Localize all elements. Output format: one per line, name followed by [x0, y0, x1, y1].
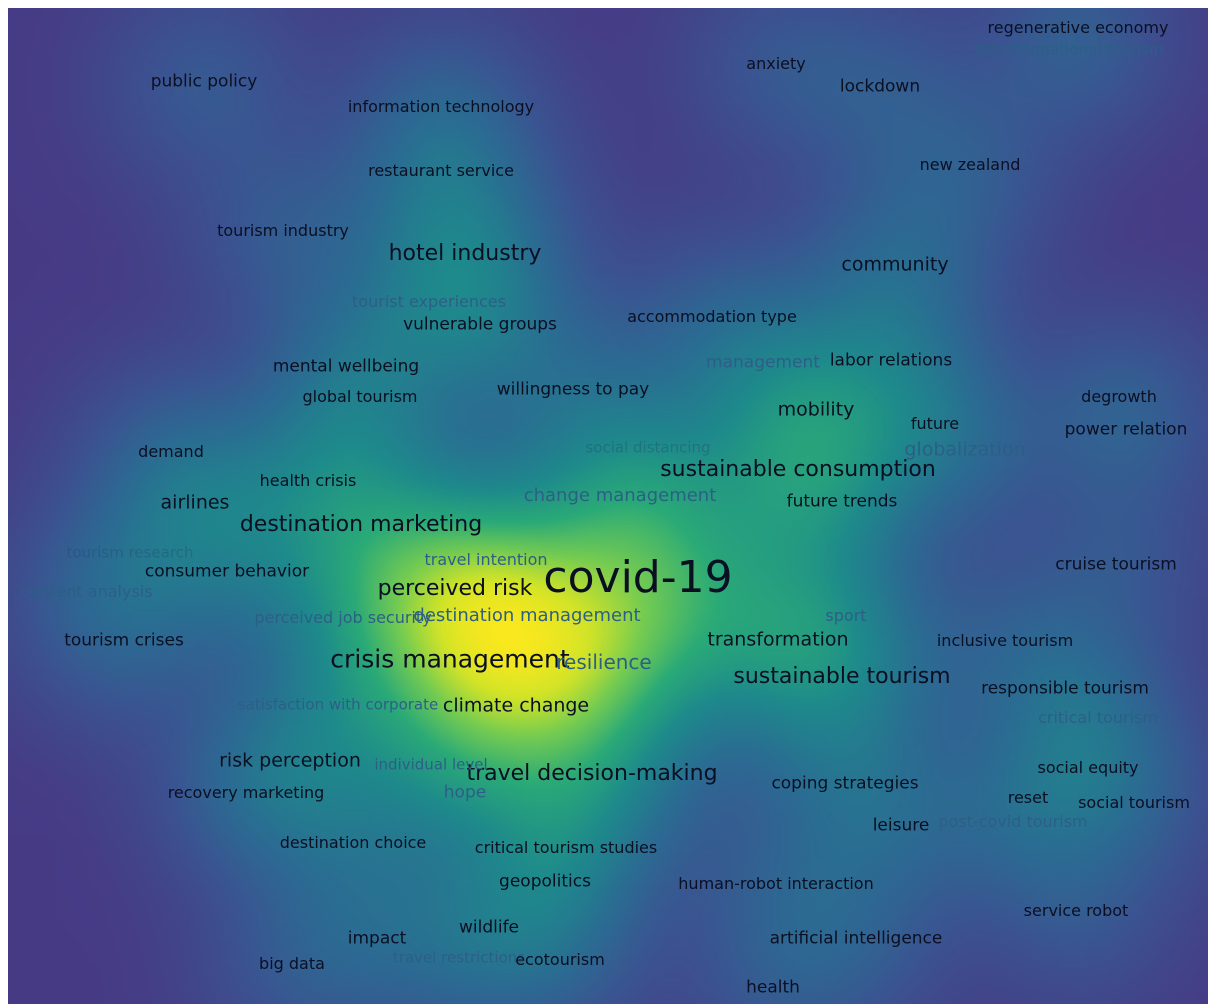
keyword-content-analysis[interactable]: content analysis: [21, 582, 153, 601]
keyword-artificial-intelligence[interactable]: artificial intelligence: [769, 928, 943, 949]
keyword-mental-wellbeing[interactable]: mental wellbeing: [272, 356, 420, 377]
keyword-sustainable-tourism[interactable]: sustainable tourism: [733, 664, 951, 689]
keyword-destination-choice[interactable]: destination choice: [279, 833, 427, 852]
keyword-mobility[interactable]: mobility: [777, 398, 855, 421]
keyword-management[interactable]: management: [706, 352, 820, 373]
keyword-degrowth[interactable]: degrowth: [1081, 387, 1157, 406]
keyword-hope[interactable]: hope: [443, 782, 487, 803]
keyword-covid-19[interactable]: covid-19: [543, 552, 733, 603]
keyword-resilience[interactable]: resilience: [556, 650, 652, 674]
keyword-willingness-to-pay[interactable]: willingness to pay: [496, 379, 650, 400]
keyword-labor-relations[interactable]: labor relations: [829, 350, 953, 371]
keyword-transformation[interactable]: transformation: [707, 628, 849, 651]
keyword-health-crisis[interactable]: health crisis: [259, 471, 357, 490]
density-heatmap: [8, 8, 1208, 1004]
keyword-anxiety[interactable]: anxiety: [746, 54, 806, 73]
keyword-vulnerable-groups[interactable]: vulnerable groups: [403, 314, 557, 335]
keyword-human-robot-interaction[interactable]: human-robot interaction: [678, 874, 874, 893]
keyword-coping-strategies[interactable]: coping strategies: [771, 773, 919, 794]
keyword-tourism-research[interactable]: tourism research: [66, 543, 194, 562]
keyword-risk-perception[interactable]: risk perception: [219, 749, 361, 772]
keyword-wildlife[interactable]: wildlife: [458, 917, 520, 938]
keyword-health[interactable]: health: [746, 977, 800, 998]
keyword-information-technology[interactable]: information technology: [347, 97, 535, 116]
keyword-sport[interactable]: sport: [825, 606, 867, 625]
keyword-consumer-behavior[interactable]: consumer behavior: [144, 561, 310, 582]
keyword-perceived-risk[interactable]: perceived risk: [377, 576, 533, 601]
keyword-leisure[interactable]: leisure: [872, 815, 930, 836]
keyword-perceived-job-security[interactable]: perceived job security: [254, 608, 432, 627]
keyword-social-distancing[interactable]: social distancing: [585, 438, 711, 457]
keyword-tourist-experiences[interactable]: tourist experiences: [352, 292, 506, 311]
keyword-individual-level[interactable]: individual level: [374, 755, 488, 774]
keyword-demand[interactable]: demand: [138, 442, 204, 461]
keyword-service-robot[interactable]: service robot: [1023, 901, 1129, 920]
keyword-responsible-tourism[interactable]: responsible tourism: [981, 678, 1149, 699]
keyword-social-tourism[interactable]: social tourism: [1078, 793, 1190, 812]
keyword-travel-decision-making[interactable]: travel decision-making: [466, 761, 718, 786]
keyword-ecotourism[interactable]: ecotourism: [515, 950, 605, 969]
keyword-public-policy[interactable]: public policy: [150, 71, 258, 92]
keyword-future[interactable]: future: [910, 414, 960, 433]
keyword-airlines[interactable]: airlines: [160, 491, 230, 514]
keyword-regenerative-economy[interactable]: regenerative economy: [987, 18, 1169, 37]
keyword-change-management[interactable]: change management: [523, 485, 717, 506]
keyword-geopolitics[interactable]: geopolitics: [499, 871, 591, 892]
keyword-critical-tourism[interactable]: critical tourism: [1038, 708, 1158, 727]
keyword-tourism-crises[interactable]: tourism crises: [64, 630, 184, 651]
keyword-future-trends[interactable]: future trends: [786, 491, 898, 512]
keyword-tourism-industry[interactable]: tourism industry: [217, 221, 349, 240]
keyword-accommodation-type[interactable]: accommodation type: [627, 307, 797, 326]
keyword-globalization[interactable]: globalization: [904, 438, 1026, 461]
keyword-density-map: covid-19 crisis management destination m…: [8, 8, 1208, 1004]
keyword-restaurant-service[interactable]: restaurant service: [368, 161, 514, 180]
keyword-destination-management[interactable]: destination management: [413, 605, 641, 626]
keyword-big-data[interactable]: big data: [259, 954, 325, 973]
keyword-new-zealand[interactable]: new zealand: [919, 155, 1021, 174]
keyword-destination-marketing[interactable]: destination marketing: [239, 512, 483, 537]
keyword-hotel-industry[interactable]: hotel industry: [388, 241, 542, 266]
keyword-critical-tourism-studies[interactable]: critical tourism studies: [474, 838, 658, 857]
keyword-transformational-tourism[interactable]: transformational tourism: [976, 40, 1164, 59]
keyword-cruise-tourism[interactable]: cruise tourism: [1055, 554, 1177, 575]
keyword-post-covid-tourism[interactable]: post-covid tourism: [938, 812, 1088, 831]
keyword-climate-change[interactable]: climate change: [442, 694, 590, 717]
keyword-satisfaction-with-corporate[interactable]: satisfaction with corporate: [237, 695, 439, 714]
keyword-travel-restrictions[interactable]: travel restrictions: [392, 948, 526, 967]
keyword-inclusive-tourism[interactable]: inclusive tourism: [936, 631, 1074, 650]
keyword-recovery-marketing[interactable]: recovery marketing: [167, 783, 325, 802]
keyword-power-relation[interactable]: power relation: [1064, 419, 1188, 440]
keyword-travel-intention[interactable]: travel intention: [424, 550, 548, 569]
keyword-reset[interactable]: reset: [1007, 788, 1049, 807]
keyword-lockdown[interactable]: lockdown: [839, 76, 921, 97]
keyword-community[interactable]: community: [841, 253, 949, 276]
keyword-impact[interactable]: impact: [347, 928, 407, 949]
keyword-crisis-management[interactable]: crisis management: [330, 644, 570, 674]
keyword-global-tourism[interactable]: global tourism: [302, 387, 418, 406]
keyword-sustainable-consumption[interactable]: sustainable consumption: [660, 457, 936, 482]
keyword-social-equity[interactable]: social equity: [1037, 758, 1139, 777]
